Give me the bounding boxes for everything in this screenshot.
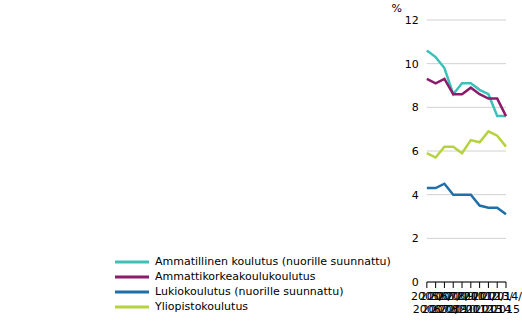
svg-text:4: 4: [412, 189, 419, 202]
svg-text:%: %: [392, 2, 402, 15]
svg-text:6: 6: [412, 145, 419, 158]
svg-text:2: 2: [412, 232, 419, 245]
svg-text:0: 0: [412, 276, 419, 289]
svg-text:12: 12: [405, 14, 419, 27]
svg-text:10: 10: [405, 58, 419, 71]
svg-text:2014/2015: 2014/2015: [490, 290, 522, 316]
svg-text:8: 8: [412, 101, 419, 114]
